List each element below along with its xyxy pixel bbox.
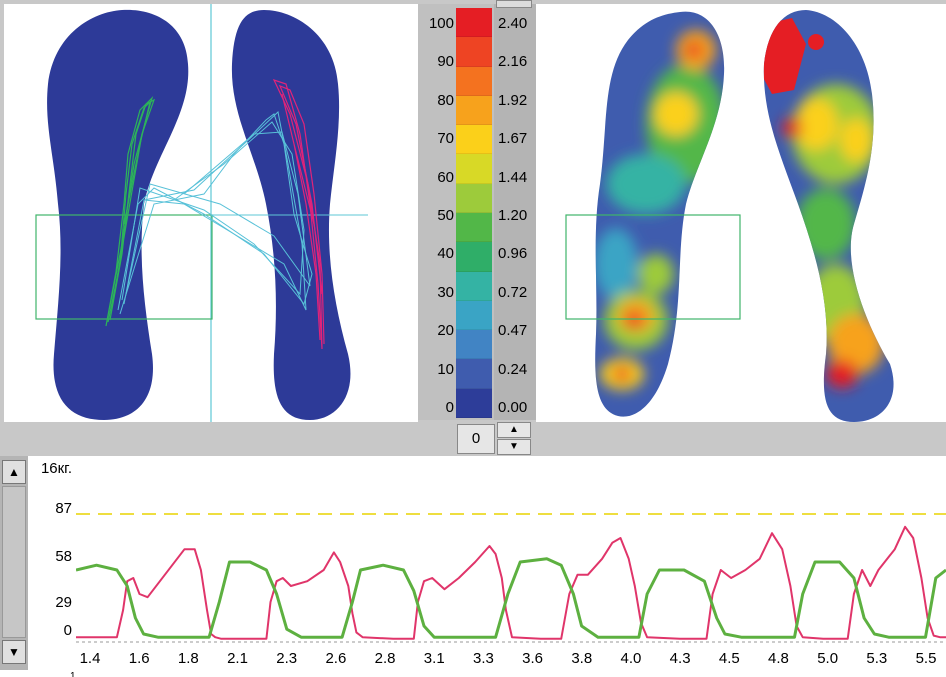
- color-swatch: [456, 388, 492, 418]
- value-label: 0.00: [498, 399, 528, 416]
- scroll-up-button[interactable]: ▲: [2, 460, 26, 484]
- percent-label: 40: [437, 245, 454, 263]
- x-tick-label: 3.8: [571, 650, 593, 667]
- x-tick-label: 4.3: [669, 650, 691, 667]
- crossing-trajectories: [117, 111, 313, 315]
- value-labels-column: 2.40 2.16 1.92 1.67 1.44 1.20 0.96 0.72 0.47 0.24…: [494, 4, 536, 420]
- counter-up-button[interactable]: ▲: [497, 422, 531, 438]
- counter-field[interactable]: 0: [457, 424, 495, 454]
- percent-label: 20: [437, 322, 454, 340]
- color-swatch: [456, 271, 492, 301]
- color-swatch: [456, 66, 492, 96]
- x-tick-label: 3.3: [472, 650, 494, 667]
- footer-glyph: 1: [70, 671, 76, 677]
- y-tick-label: 0: [63, 622, 72, 639]
- scroll-thumb[interactable]: [2, 486, 26, 638]
- load-graph-panel: [0, 456, 946, 677]
- percent-label: 90: [437, 53, 454, 71]
- value-label: 0.47: [498, 322, 528, 340]
- value-label: 1.92: [498, 91, 528, 109]
- y-tick-label: 58: [55, 548, 72, 565]
- color-swatch: [456, 330, 492, 360]
- percent-label: 100: [428, 15, 454, 32]
- load-series-green: [76, 557, 946, 639]
- x-tick-label: 1.8: [177, 650, 199, 667]
- load-series-red: [76, 525, 946, 640]
- color-swatch: [456, 242, 492, 272]
- x-tick-label: 3.6: [522, 650, 544, 667]
- load-chart: [76, 513, 946, 643]
- value-label: 0.96: [498, 245, 528, 263]
- x-tick-label: 2.6: [325, 650, 347, 667]
- x-tick-label: 4.0: [620, 650, 642, 667]
- left-foot-trajectory: [105, 95, 156, 327]
- trajectory-view[interactable]: [4, 4, 418, 422]
- value-label: 0.24: [498, 360, 528, 378]
- percent-label: 50: [437, 207, 454, 224]
- percent-label: 70: [437, 130, 454, 148]
- color-swatch: [456, 300, 492, 331]
- x-tick-label: 2.8: [374, 650, 396, 667]
- percent-label: 10: [437, 360, 454, 378]
- color-scale-panel: 100 90 80 70 60 50 40 30 20 10 0 2.40 2.16 1.92 1.67 1…: [418, 4, 536, 420]
- x-tick-label: 5.5: [915, 650, 937, 667]
- color-swatch: [456, 37, 492, 67]
- color-swatch: [456, 359, 492, 389]
- percent-label: 80: [437, 91, 454, 109]
- x-tick-label: 2.3: [276, 650, 298, 667]
- x-axis-labels: 1.4 1.6 1.8 2.1 2.3 2.6 2.8 3.1 3.3 3.6 3.8 4.0 4.3 4…: [76, 650, 946, 674]
- right-foot-trajectory: [272, 78, 325, 350]
- x-tick-label: 4.5: [718, 650, 740, 667]
- color-swatch: [456, 154, 492, 184]
- value-label: 2.40: [498, 15, 528, 32]
- percent-labels-column: 100 90 80 70 60 50 40 30 20 10 0: [418, 4, 456, 420]
- value-label: 2.16: [498, 53, 528, 71]
- y-axis-labels: 16кг. 87 58 29 0: [30, 456, 76, 670]
- color-swatch: [456, 125, 492, 155]
- x-tick-label: 4.8: [768, 650, 789, 667]
- x-tick-label: 1.4: [79, 650, 101, 667]
- heatmap-selection-rectangle[interactable]: [565, 214, 741, 320]
- color-swatch: [456, 95, 492, 126]
- x-tick-label: 1.6: [128, 650, 150, 667]
- percent-label: 30: [437, 283, 454, 301]
- percent-label: 60: [437, 168, 454, 186]
- x-tick-label: 5.0: [817, 650, 839, 667]
- percent-label: 0: [445, 399, 454, 416]
- heatmap-canvas: [565, 10, 894, 422]
- pressure-heatmap-view[interactable]: [536, 4, 946, 422]
- value-label: 1.44: [498, 168, 528, 186]
- y-tick-label: 29: [55, 594, 72, 611]
- value-label: 1.67: [498, 130, 528, 148]
- color-swatch: [456, 183, 492, 213]
- y-tick-label: 87: [55, 500, 72, 517]
- value-label: 0.72: [498, 283, 528, 301]
- right-foot-heatmap: [763, 10, 894, 422]
- x-tick-label: 3.1: [423, 650, 445, 667]
- counter-down-button[interactable]: ▼: [497, 439, 531, 455]
- trajectory-canvas: [35, 4, 368, 422]
- y-axis-unit-label: 16кг.: [40, 460, 72, 477]
- color-swatch: [456, 213, 492, 243]
- x-tick-label: 2.1: [227, 650, 248, 667]
- scale-scroll-button[interactable]: [496, 0, 532, 8]
- x-tick-label: 5.3: [866, 650, 888, 667]
- color-scale-swatches: [456, 8, 492, 418]
- value-label: 1.20: [498, 207, 528, 224]
- color-swatch: [456, 8, 492, 38]
- left-foot-heatmap: [595, 11, 725, 417]
- scroll-down-button[interactable]: ▼: [2, 640, 26, 664]
